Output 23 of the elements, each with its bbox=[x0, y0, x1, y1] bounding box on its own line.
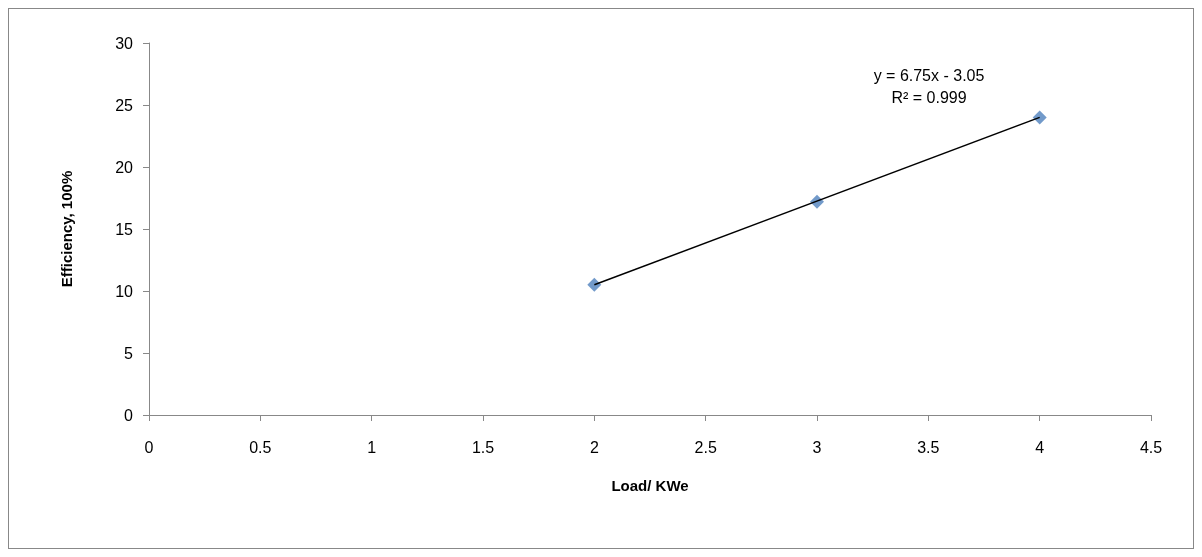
x-tick-label: 3 bbox=[812, 438, 822, 456]
x-tick-label: 1 bbox=[367, 438, 377, 456]
y-tick-label: 5 bbox=[124, 344, 134, 362]
y-tick-label: 30 bbox=[115, 34, 134, 52]
point bbox=[1032, 110, 1047, 125]
x-tick-label: 2.5 bbox=[694, 438, 717, 456]
annotation: y = 6.75x - 3.05 bbox=[873, 66, 985, 84]
x-tick-label: 4.5 bbox=[1139, 438, 1163, 456]
y-tick-label: 10 bbox=[115, 282, 134, 300]
x-tick-label: 3.5 bbox=[917, 438, 940, 456]
y-tick-label: 15 bbox=[115, 220, 134, 238]
x-tick-label: 4 bbox=[1035, 438, 1045, 456]
x-tick-label: 0.5 bbox=[249, 438, 272, 456]
annotation: R² = 0.999 bbox=[891, 88, 967, 106]
y-tick-label: 25 bbox=[115, 96, 134, 114]
y-axis-title: Efficiency, 100% bbox=[58, 170, 75, 288]
y-tick-label: 20 bbox=[115, 158, 134, 176]
x-tick-label: 1.5 bbox=[471, 438, 495, 456]
x-tick-label: 0 bbox=[144, 438, 154, 456]
x-tick-label: 2 bbox=[589, 438, 599, 456]
x-axis-title: Load/ KWe bbox=[611, 477, 689, 494]
point bbox=[587, 277, 602, 292]
y-tick-label: 0 bbox=[124, 406, 134, 424]
